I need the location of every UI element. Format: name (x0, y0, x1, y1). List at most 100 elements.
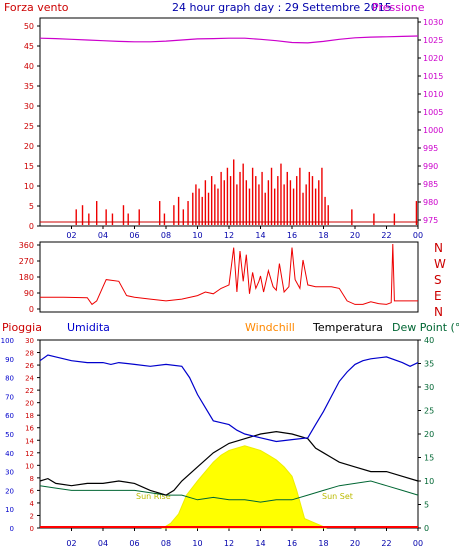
panel-rain-humidity-temperature: Pioggia Umidita Windchill Temperatura De… (1, 321, 459, 548)
temperature-tick: 25 (424, 407, 434, 416)
pressure-tick: 995 (423, 144, 438, 153)
temperature-tick: 15 (424, 454, 434, 463)
pressure-label: Pressione (372, 1, 425, 14)
rain-label: Pioggia (2, 321, 42, 334)
x-tick-label: 22 (381, 231, 391, 240)
wind-direction-tick: 0 (29, 305, 34, 314)
x-tick-label: 20 (350, 539, 360, 548)
temperature-tick: 30 (424, 383, 434, 392)
x-tick-label: 18 (318, 231, 328, 240)
rain-tick: 12 (25, 450, 34, 458)
wind-force-tick: 40 (24, 62, 34, 71)
temperature-tick: 5 (424, 501, 429, 510)
temperature-axis: 40 35 30 25 20 15 10 5 0 (418, 336, 434, 533)
humidity-tick: 70 (5, 393, 14, 401)
chart-title: 24 hour graph day : 29 Settembre 2015 (172, 1, 392, 14)
x-tick-label: 12 (224, 539, 234, 548)
panel-wind-pressure: Forza vento 24 hour graph day : 29 Sette… (4, 1, 443, 240)
compass-label: S (434, 273, 442, 287)
pressure-tick: 1020 (423, 54, 443, 63)
x-tick-label: 06 (129, 539, 139, 548)
panel1-x-axis: 02 04 06 08 10 12 14 16 18 20 22 00 (66, 226, 423, 240)
x-tick-label: 22 (381, 539, 391, 548)
sunset-label: Sun Set (322, 492, 353, 501)
wind-direction-tick: 360 (19, 241, 34, 250)
humidity-tick: 0 (10, 525, 14, 533)
wind-force-tick: 10 (24, 182, 34, 191)
wind-direction-tick: 180 (19, 273, 34, 282)
wind-force-tick: 25 (24, 122, 34, 131)
compass-label: N (434, 241, 443, 255)
wind-force-series (40, 159, 418, 225)
wind-force-tick: 45 (24, 42, 34, 51)
pressure-tick: 1015 (423, 72, 443, 81)
wind-force-label: Forza vento (4, 1, 69, 14)
x-tick-label: 00 (413, 231, 423, 240)
humidity-tick: 30 (5, 469, 14, 477)
dewpoint-line (39, 480, 419, 503)
rain-tick: 16 (25, 425, 34, 433)
pressure-line (39, 35, 419, 44)
rain-tick: 22 (25, 387, 34, 395)
panel2-frame (39, 241, 419, 313)
temperature-tick: 40 (424, 336, 434, 345)
pressure-tick: 980 (423, 198, 438, 207)
rain-tick: 4 (30, 500, 35, 508)
rain-tick: 6 (30, 487, 35, 495)
pressure-tick: 1005 (423, 108, 443, 117)
rain-tick: 20 (25, 400, 34, 408)
rain-tick: 0 (30, 525, 34, 533)
x-tick-label: 04 (98, 539, 108, 548)
rain-tick: 26 (25, 362, 34, 370)
x-tick-label: 10 (192, 231, 202, 240)
x-tick-label: 10 (192, 539, 202, 548)
windchill-label: Windchill (245, 321, 295, 334)
wind-direction-line (40, 243, 418, 306)
temperature-tick: 0 (424, 524, 429, 533)
compass-label: E (434, 289, 442, 303)
humidity-tick: 50 (5, 431, 14, 439)
humidity-tick: 20 (5, 487, 14, 495)
rain-tick: 30 (25, 337, 34, 345)
x-tick-label: 18 (318, 539, 328, 548)
x-tick-label: 16 (287, 231, 297, 240)
humidity-tick: 40 (5, 450, 14, 458)
wind-force-tick: 35 (24, 82, 34, 91)
wind-direction-tick: 90 (24, 289, 34, 298)
rain-tick: 2 (30, 512, 34, 520)
x-tick-label: 14 (255, 539, 265, 548)
compass-label: W (434, 257, 446, 271)
x-tick-label: 12 (224, 231, 234, 240)
temperature-tick: 35 (424, 360, 434, 369)
solar-area (161, 445, 327, 529)
x-tick-label: 08 (161, 231, 171, 240)
x-tick-label: 02 (66, 539, 76, 548)
wind-force-tick: 50 (24, 22, 34, 31)
sunrise-label: Sun Rise (136, 492, 171, 501)
x-tick-label: 00 (413, 539, 423, 548)
humidity-tick: 90 (5, 356, 14, 364)
x-tick-label: 16 (287, 539, 297, 548)
temperature-line (39, 430, 419, 496)
dewpoint-label: Dew Point (°C (392, 321, 459, 334)
humidity-tick: 10 (5, 506, 14, 514)
wind-force-tick: 0 (29, 222, 34, 231)
rain-tick: 10 (25, 462, 34, 470)
x-tick-label: 14 (255, 231, 265, 240)
wind-force-tick: 5 (29, 202, 34, 211)
pressure-tick: 985 (423, 180, 438, 189)
wind-force-tick: 30 (24, 102, 34, 111)
compass-label: N (434, 305, 443, 319)
rain-tick: 24 (25, 375, 34, 383)
rain-tick: 18 (25, 412, 34, 420)
pressure-tick: 990 (423, 162, 438, 171)
panel1-frame (39, 17, 419, 227)
x-tick-label: 08 (161, 539, 171, 548)
wind-direction-axis: 360 270 180 90 0 (19, 241, 40, 314)
